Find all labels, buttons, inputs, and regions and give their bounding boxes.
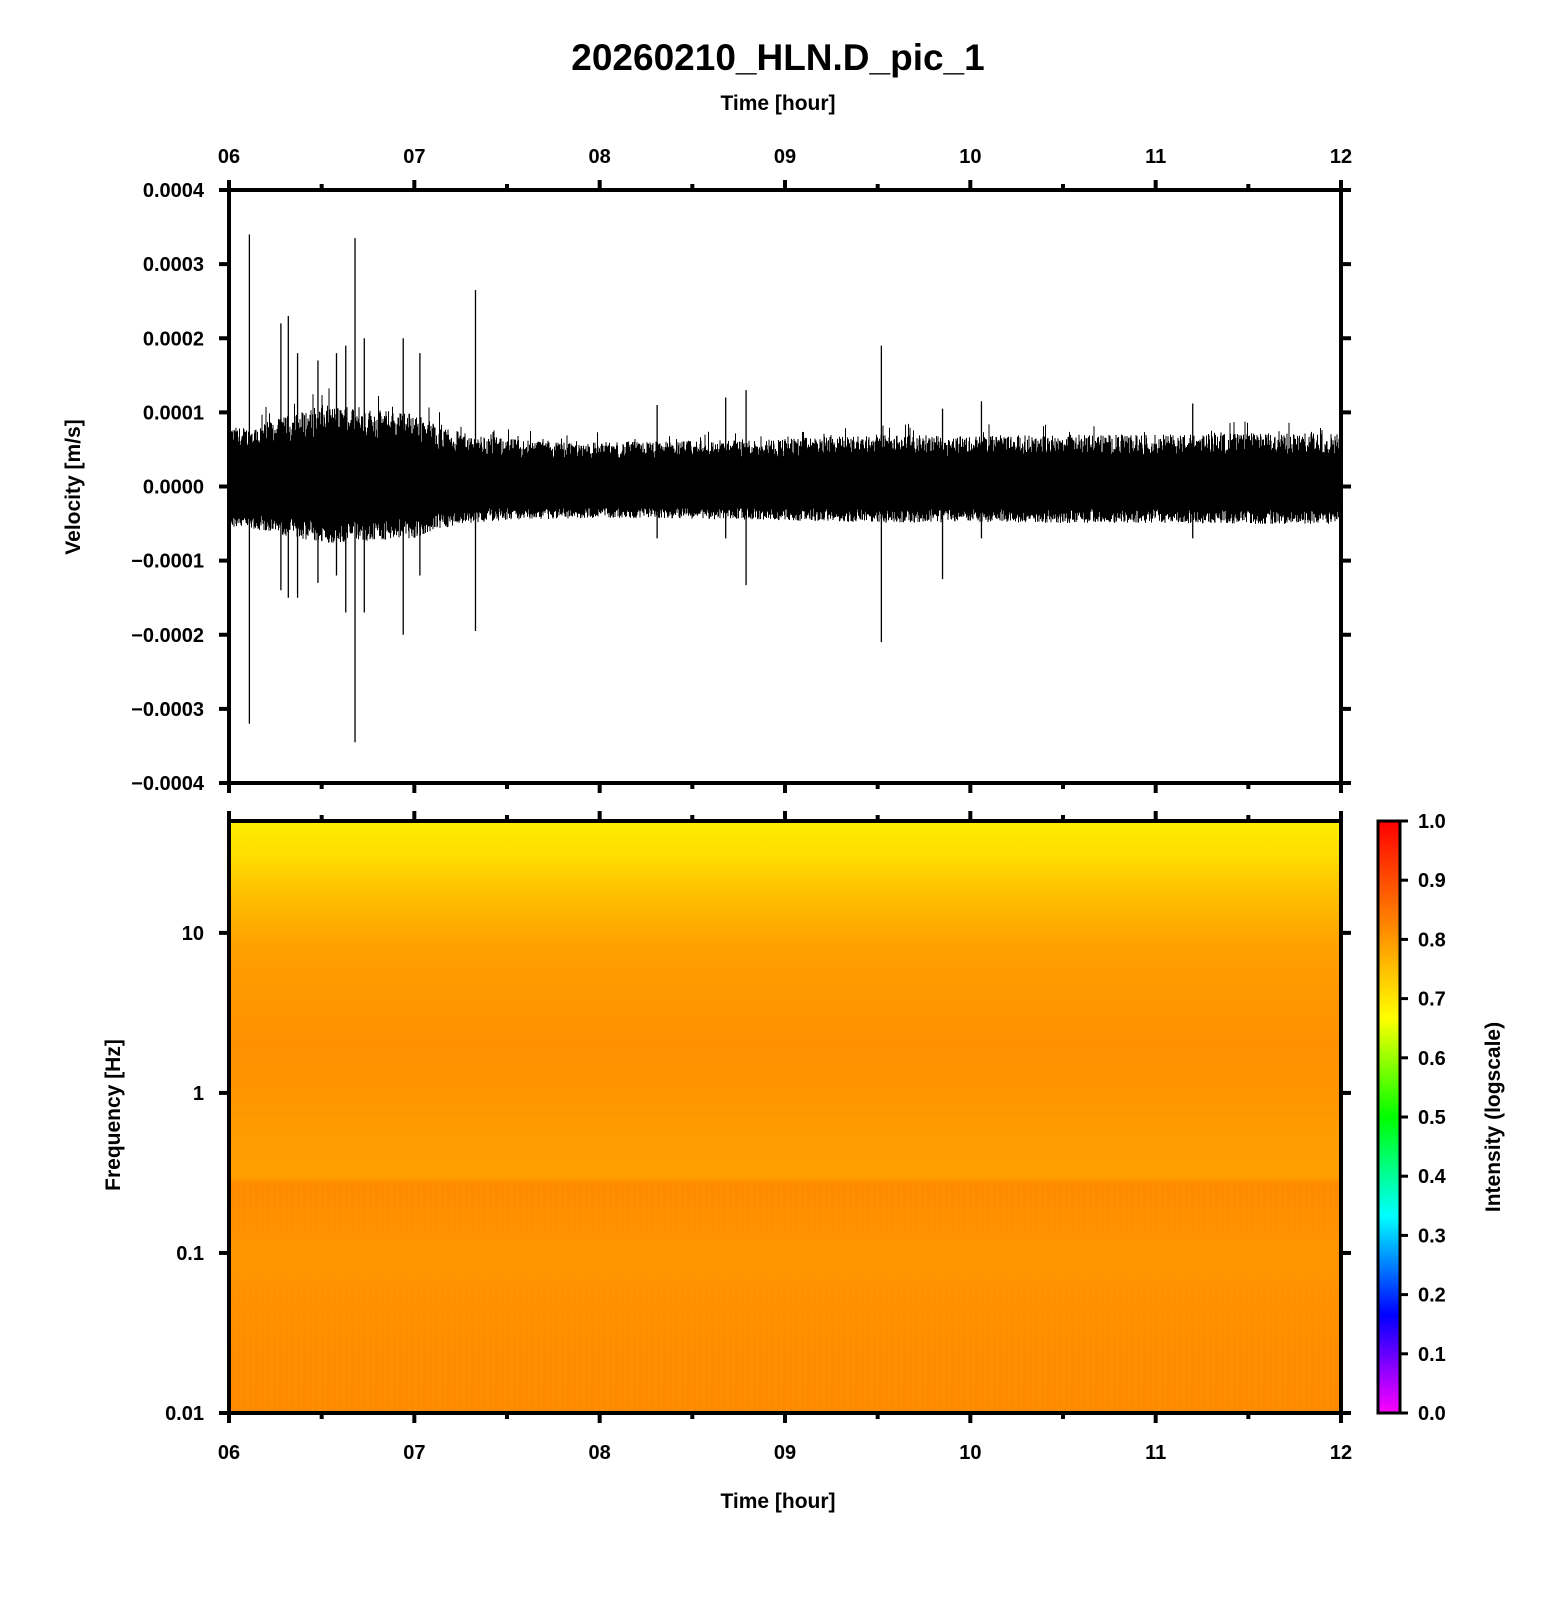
- waveform-plot: [229, 234, 1340, 743]
- spectrogram-y-axis-label: Frequency [Hz]: [102, 1039, 125, 1191]
- waveform-y-tick-label: 0.0000: [143, 477, 204, 499]
- axes: 06 06 07 07 08 08 09 09 10 10 11 11 12 12 0.0004 0.0003…: [131, 146, 1447, 1464]
- spectrogram-plot: [229, 821, 1341, 1413]
- top-x-tick-label: 08: [589, 146, 611, 168]
- waveform-y-tick-label: −0.0004: [131, 773, 205, 795]
- waveform-y-tick-label: −0.0001: [131, 551, 204, 573]
- colorbar-label: Intensity (logscale): [1482, 1022, 1505, 1212]
- colorbar-tick-label: 0.0: [1418, 1403, 1446, 1425]
- top-x-tick-label: 11: [1145, 146, 1166, 168]
- bottom-x-tick-label: 09: [774, 1442, 796, 1464]
- bottom-x-tick-label: 11: [1145, 1442, 1166, 1464]
- colorbar-tick-label: 0.7: [1418, 989, 1446, 1011]
- waveform-y-tick-label: 0.0001: [143, 402, 204, 424]
- waveform-y-tick-label: 0.0004: [143, 180, 205, 202]
- waveform-y-tick-label: 0.0003: [143, 254, 204, 276]
- spectrogram-y-tick-label: 0.1: [176, 1243, 204, 1265]
- colorbar-tick-label: 0.1: [1418, 1344, 1446, 1366]
- colorbar-tick-label: 0.2: [1418, 1285, 1446, 1307]
- waveform-y-tick-label: 0.0002: [143, 328, 204, 350]
- waveform-core: [230, 464, 1340, 509]
- waveform-y-tick-label: −0.0002: [131, 625, 204, 647]
- top-x-tick-label: 09: [774, 146, 796, 168]
- waveform-y-axis-label: Velocity [m/s]: [62, 419, 85, 554]
- bottom-x-tick-label: 12: [1330, 1442, 1352, 1464]
- bottom-x-tick-label: 10: [959, 1442, 981, 1464]
- colorbar-tick-label: 0.6: [1418, 1048, 1446, 1070]
- colorbar-tick-label: 0.9: [1418, 870, 1446, 892]
- spectrogram-y-tick-label: 1: [193, 1083, 204, 1105]
- bottom-x-tick-label: 08: [589, 1442, 611, 1464]
- top-x-axis-label: Time [hour]: [720, 92, 835, 115]
- colorbar: [1378, 821, 1400, 1413]
- waveform-y-tick-label: −0.0003: [131, 699, 204, 721]
- spectrogram-texture: [229, 1180, 1341, 1413]
- top-x-tick-label: 12: [1330, 146, 1352, 168]
- colorbar-gradient: [1378, 821, 1400, 1413]
- colorbar-tick-label: 0.3: [1418, 1225, 1446, 1247]
- bottom-x-axis-label: Time [hour]: [720, 1490, 835, 1513]
- spectrogram-y-tick-label: 10: [182, 923, 204, 945]
- colorbar-tick-label: 0.4: [1418, 1166, 1447, 1188]
- colorbar-tick-label: 0.5: [1418, 1107, 1446, 1129]
- colorbar-tick-label: 1.0: [1418, 811, 1446, 833]
- colorbar-tick-label: 0.8: [1418, 929, 1446, 951]
- bottom-x-tick-label: 06: [218, 1442, 240, 1464]
- top-x-tick-label: 07: [403, 146, 425, 168]
- bottom-x-tick-label: 07: [403, 1442, 425, 1464]
- figure-title: 20260210_HLN.D_pic_1: [571, 37, 984, 78]
- top-x-tick-label: 06: [218, 146, 240, 168]
- spectrogram-y-tick-label: 0.01: [165, 1403, 204, 1425]
- top-x-tick-label: 10: [959, 146, 981, 168]
